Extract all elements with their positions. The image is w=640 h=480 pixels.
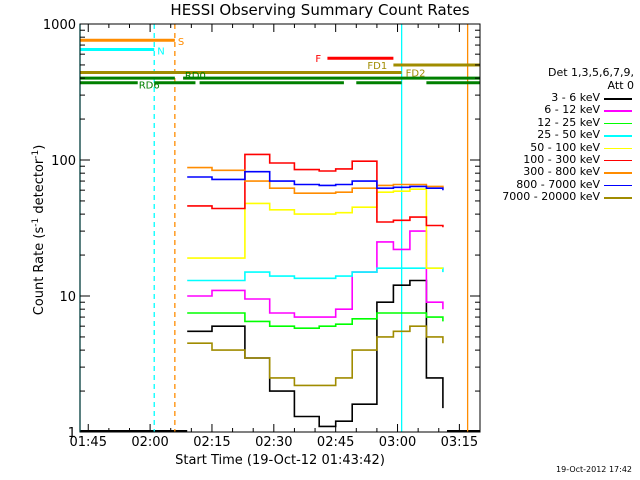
legend-entry-label: 800 - 7000 keV [516,177,600,191]
x-tick-label: 01:45 [70,435,107,450]
legend-entry-label: 100 - 300 keV [523,152,600,166]
x-tick-label: 03:00 [379,435,416,450]
legend-swatch [604,197,632,199]
legend-entry-label: 6 - 12 keV [544,103,600,117]
series-line-2 [187,312,444,329]
legend-swatch [604,184,632,187]
series-line-5 [187,153,444,228]
x-tick-label: 03:15 [441,435,478,450]
y-tick-label: 100 [51,154,76,169]
legend-entry: 50 - 100 keV [492,140,634,154]
flag-label-f: F [315,54,321,65]
plot-frame [79,23,481,433]
y-tick-label: 1000 [43,18,76,33]
legend-title-line1: Det 1,3,5,6,7,9, [547,66,634,79]
x-tick-label: 02:00 [131,435,168,450]
legend-entry: 100 - 300 keV [492,152,634,166]
legend-swatch [604,122,632,125]
legend-entry-label: 50 - 100 keV [530,140,600,154]
x-tick-label: 02:45 [317,435,354,450]
y-tick-label: 10 [59,290,76,305]
legend-entry-label: 25 - 50 keV [537,128,600,142]
legend-entry: 300 - 800 keV [492,165,634,179]
legend-entry-label: 12 - 25 keV [537,115,600,129]
legend-entry: 800 - 7000 keV [492,177,634,191]
legend-swatch [604,110,632,112]
legend-entry: 25 - 50 keV [492,128,634,142]
legend-title-line2: Att 0 [607,79,634,92]
series-line-6 [187,166,444,194]
legend-swatch [604,135,632,137]
legend-swatch [604,172,632,174]
legend-swatch [604,98,632,100]
legend-entry: 3 - 6 keV [492,91,634,104]
legend-entry: 7000 - 20000 keV [492,190,634,204]
footer-date: 19-Oct-2012 17:42 [556,465,632,474]
series-line-8 [187,325,444,387]
y-axis-label: Count Rate (s-1 detector-1) [30,144,48,316]
flag-label-s: S [178,37,184,48]
series-line-1 [187,230,444,318]
legend: Det 1,3,5,6,7,9, Att 0 3 - 6 keV 6 - 12 k… [492,66,634,204]
flag-label-rd0: RD0 [185,71,206,82]
x-tick-label: 02:30 [255,435,292,450]
legend-entry: 12 - 25 keV [492,115,634,129]
series-line-0 [187,279,444,428]
flag-label-n: N [157,46,164,57]
x-tick-label: 02:15 [193,435,230,450]
legend-entry: 6 - 12 keV [492,103,634,117]
flag-label-fd2: FD2 [406,68,426,79]
legend-entry-label: 300 - 800 keV [523,165,600,179]
chart-title: HESSI Observing Summary Count Rates [170,1,470,19]
series-line-4 [187,188,443,269]
series-line-7 [187,170,444,191]
legend-swatch [604,159,632,162]
flag-label-rd6: RD6 [139,81,160,92]
y-tick-label: 1 [68,426,76,441]
legend-entry-label: 7000 - 20000 keV [502,190,600,204]
legend-swatch [604,147,632,150]
flag-label-fd1: FD1 [367,61,387,72]
series-line-3 [187,267,444,282]
x-axis-label: Start Time (19-Oct-12 01:43:42) [175,453,385,468]
legend-entry-label: 3 - 6 keV [551,91,600,104]
